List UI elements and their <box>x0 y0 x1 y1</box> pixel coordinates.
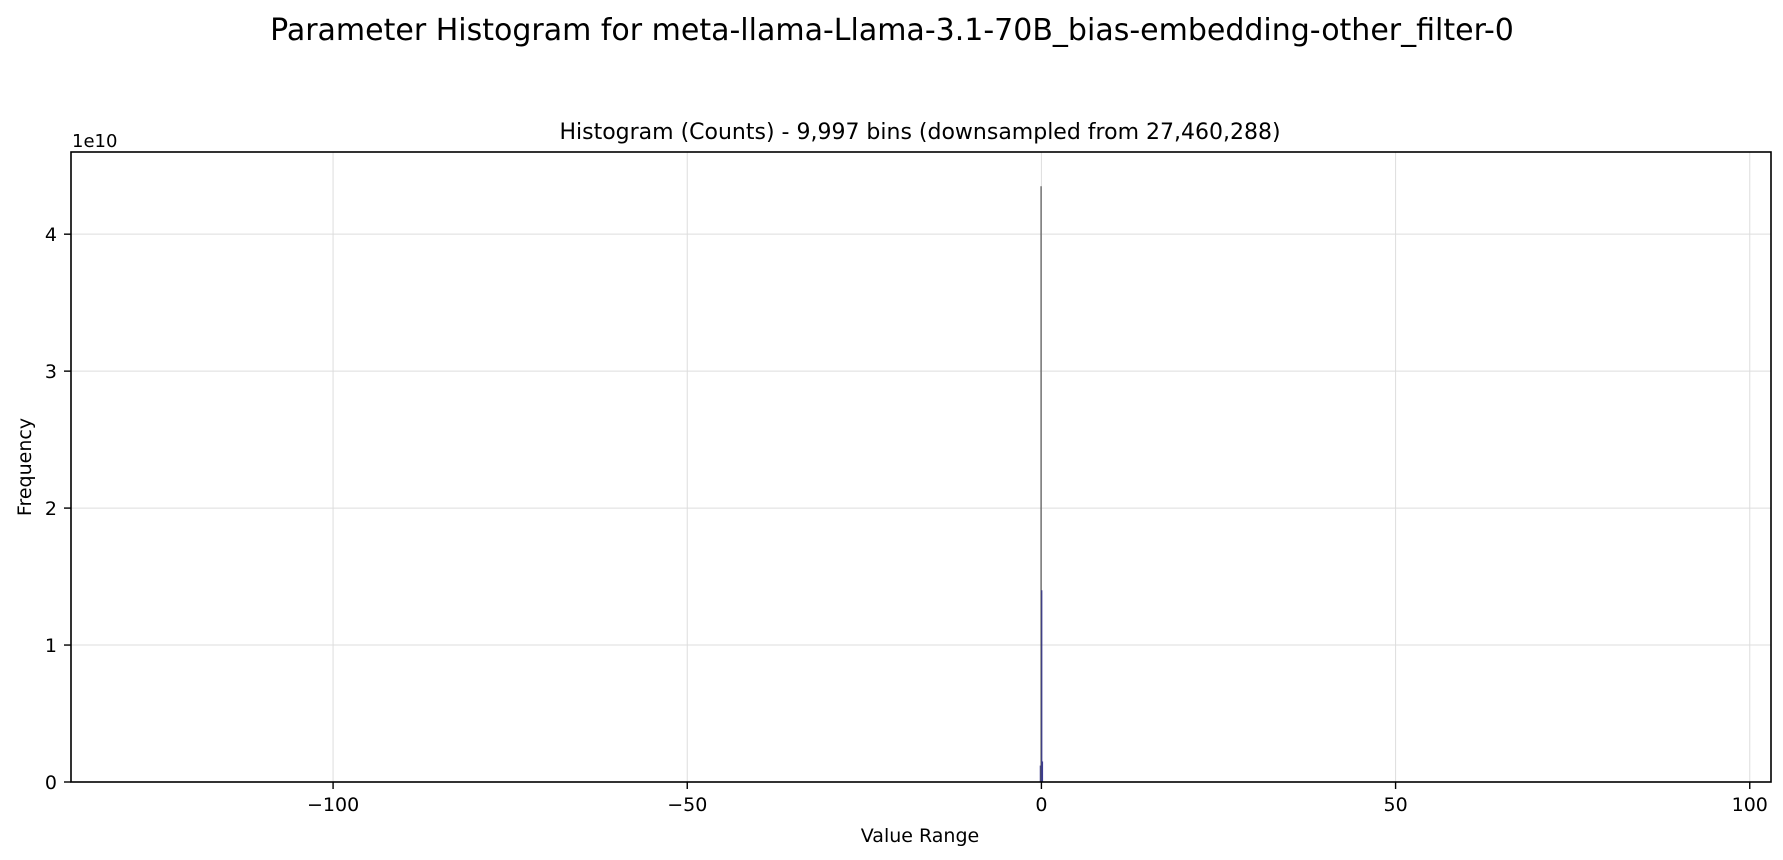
x-tick-label: 0 <box>1035 794 1047 816</box>
x-tick-label: 100 <box>1732 794 1768 816</box>
axes-title: Histogram (Counts) - 9,997 bins (downsam… <box>559 120 1280 145</box>
x-tick-label: 50 <box>1383 794 1407 816</box>
grid-lines <box>71 152 1771 783</box>
y-tick-label: 4 <box>45 224 57 246</box>
plot-area-frame <box>70 151 1772 783</box>
y-axis-label: Frequency <box>14 418 36 516</box>
y-offset-label: 1e10 <box>72 131 117 152</box>
histogram-bar <box>1039 765 1041 782</box>
histogram-bars <box>1039 186 1044 782</box>
y-tick-label: 2 <box>45 498 57 520</box>
y-tick-label: 0 <box>45 772 57 794</box>
y-axis-ticks: 0 1 2 3 4 <box>45 224 71 794</box>
histogram-bar <box>1040 186 1042 782</box>
figure-suptitle: Parameter Histogram for meta-llama-Llama… <box>270 13 1514 48</box>
y-tick-label: 1 <box>45 635 57 657</box>
x-tick-label: −50 <box>667 794 707 816</box>
histogram-bar <box>1041 761 1044 782</box>
x-axis-label: Value Range <box>861 825 979 847</box>
histogram-bar <box>1041 590 1043 782</box>
y-tick-label: 3 <box>45 361 57 383</box>
x-axis-ticks: −100 −50 0 50 100 <box>307 782 1768 816</box>
x-tick-label: −100 <box>307 794 359 816</box>
